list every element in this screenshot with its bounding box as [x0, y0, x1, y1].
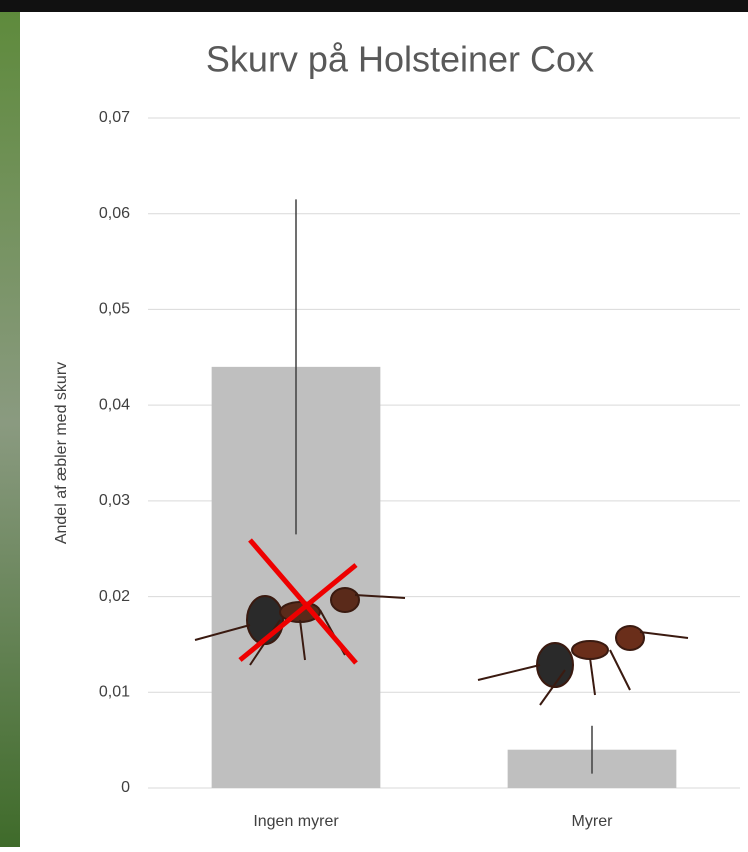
- cross: [238, 563, 358, 662]
- y-tick-label: 0,05: [99, 301, 130, 318]
- x-tick-label: Ingen myrer: [253, 813, 339, 830]
- y-tick-label: 0,07: [99, 109, 130, 126]
- y-tick-label: 0,03: [99, 492, 130, 509]
- y-axis-label: Andel af æbler med skurv: [53, 362, 70, 544]
- y-tick-label: 0,06: [99, 205, 130, 222]
- panel: [20, 12, 748, 847]
- x-tick-label: Myrer: [572, 813, 614, 830]
- y-tick-label: 0,04: [99, 396, 130, 413]
- y-tick-label: 0: [121, 779, 130, 796]
- cross: [248, 538, 358, 665]
- chart-title: Skurv på Holsteiner Cox: [206, 39, 594, 80]
- y-tick-label: 0,02: [99, 588, 130, 605]
- plot: 0 0,01 0,02 0,03 0,04 0,05 0,06 0,07 Ingen myrer…: [99, 109, 740, 830]
- top-band: [0, 0, 748, 12]
- ant-icon: [477, 625, 689, 706]
- decoration: [194, 538, 689, 706]
- y-tick-label: 0,01: [99, 684, 130, 701]
